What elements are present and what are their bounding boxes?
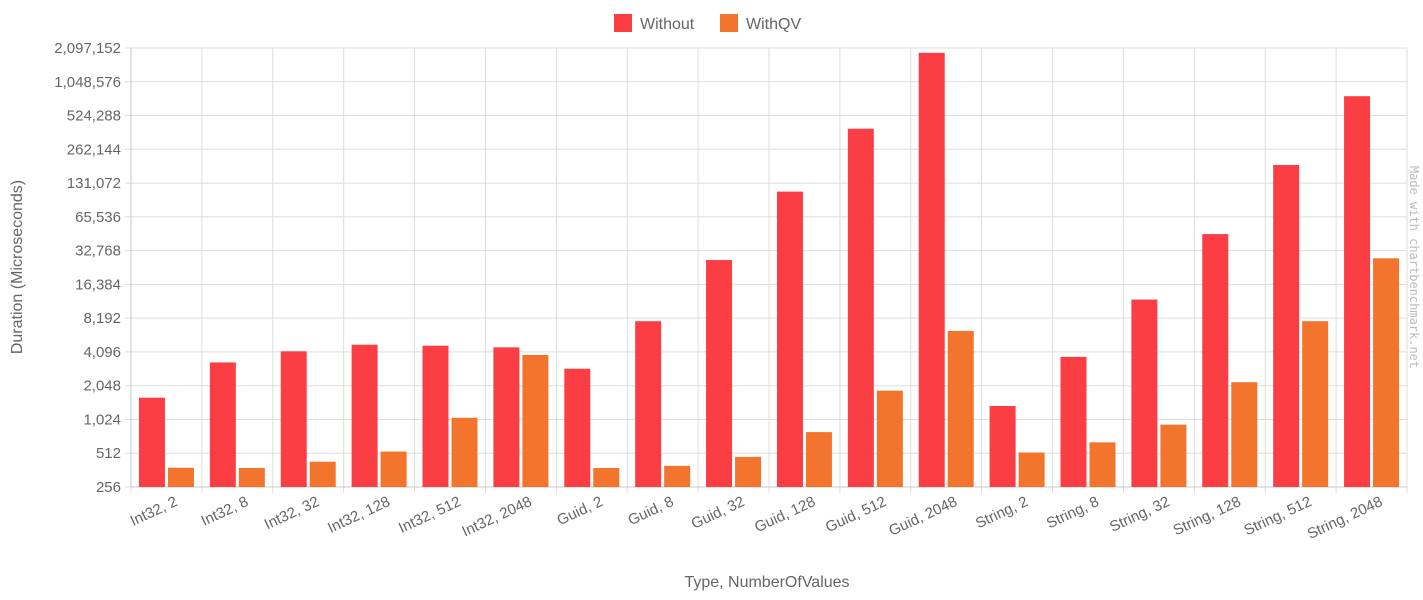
x-tick-label: Int32, 8 xyxy=(198,493,251,530)
x-axis-title: Type, NumberOfValues xyxy=(684,574,849,591)
watermark-text: Made with chartbenchmark.net xyxy=(1407,166,1421,368)
y-tick-label: 524,288 xyxy=(67,108,121,125)
legend-item-without[interactable]: Without xyxy=(614,14,695,33)
x-tick-label: Guid, 32 xyxy=(689,493,748,532)
bar-without xyxy=(635,321,662,487)
x-tick-label: Guid, 2 xyxy=(554,493,605,529)
bar-withqv xyxy=(1089,442,1116,487)
x-tick-label: Guid, 512 xyxy=(823,493,889,536)
bar-without xyxy=(1131,299,1158,487)
bar-without xyxy=(280,351,307,487)
bar-without xyxy=(1060,356,1087,487)
y-axis-title: Duration (Microseconds) xyxy=(9,180,26,354)
bar-withqv xyxy=(167,467,194,487)
y-tick-label: 1,024 xyxy=(83,411,121,428)
legend-label: WithQV xyxy=(746,16,801,33)
bar-without xyxy=(776,191,803,488)
bar-withqv xyxy=(947,330,974,487)
legend[interactable]: Without WithQV xyxy=(614,14,801,33)
y-tick-label: 32,768 xyxy=(75,243,121,260)
bar-withqv xyxy=(522,354,549,487)
bars xyxy=(138,52,1400,488)
bar-without xyxy=(422,345,449,487)
bar-withqv xyxy=(664,465,691,487)
bar-withqv xyxy=(876,390,903,487)
legend-label: Without xyxy=(640,16,695,33)
legend-swatch xyxy=(614,14,632,32)
x-tick-label: String, 2 xyxy=(973,493,1031,532)
x-tick-label: Guid, 8 xyxy=(625,493,676,529)
bar-withqv xyxy=(451,417,478,487)
y-axis-tick-labels: 256 512 1,024 2,048 4,096 8,192 16,384 32,768 65… xyxy=(54,40,121,496)
bar-withqv xyxy=(238,468,265,487)
x-tick-label: Int32, 32 xyxy=(262,493,322,533)
legend-item-withqv[interactable]: WithQV xyxy=(720,14,801,33)
bar-without xyxy=(989,405,1016,487)
x-tick-label: String, 8 xyxy=(1044,493,1102,532)
x-tick-label: String, 32 xyxy=(1107,493,1172,536)
bar-withqv xyxy=(1160,424,1187,487)
bar-without xyxy=(847,128,874,488)
bar-without xyxy=(918,52,945,488)
y-tick-label: 2,048 xyxy=(83,378,121,395)
bar-without xyxy=(209,362,236,487)
x-tick-label: Guid, 128 xyxy=(752,493,818,536)
y-tick-label: 512 xyxy=(96,445,121,462)
bar-without xyxy=(1202,234,1229,487)
y-tick-label: 262,144 xyxy=(67,141,121,158)
y-tick-label: 2,097,152 xyxy=(54,40,121,57)
bar-without xyxy=(1344,96,1371,488)
y-tick-label: 65,536 xyxy=(75,209,121,226)
x-tick-label: Int32, 512 xyxy=(396,493,464,537)
x-tick-label: String, 128 xyxy=(1171,493,1244,539)
y-tick-label: 1,048,576 xyxy=(54,74,121,91)
y-tick-label: 4,096 xyxy=(83,344,121,361)
x-tick-label: Guid, 2048 xyxy=(886,493,960,539)
bar-withqv xyxy=(805,432,832,487)
bar-withqv xyxy=(1018,452,1045,487)
y-tick-label: 16,384 xyxy=(75,276,121,293)
x-tick-label: Int32, 128 xyxy=(325,493,393,537)
y-tick-label: 8,192 xyxy=(83,310,121,327)
bar-withqv xyxy=(1231,382,1258,487)
bar-withqv xyxy=(593,468,620,487)
bar-without xyxy=(138,397,165,487)
x-tick-label: Int32, 2 xyxy=(128,493,181,530)
legend-swatch xyxy=(720,14,738,32)
x-axis-tick-labels: Int32, 2 Int32, 8 Int32, 32 Int32, 128 Int32… xyxy=(128,493,1386,543)
bar-without xyxy=(564,368,591,487)
grid-lines xyxy=(125,47,1408,493)
bar-without xyxy=(351,344,378,487)
y-tick-label: 256 xyxy=(96,479,121,496)
bar-withqv xyxy=(1373,258,1400,487)
bar-without xyxy=(493,347,520,487)
bar-withqv xyxy=(1302,321,1329,487)
x-tick-label: String, 2048 xyxy=(1305,493,1385,543)
y-tick-label: 131,072 xyxy=(67,175,121,192)
x-tick-label: Int32, 2048 xyxy=(459,493,534,540)
bar-withqv xyxy=(309,461,336,487)
bar-without xyxy=(1273,164,1300,487)
x-tick-label: String, 512 xyxy=(1241,493,1314,539)
bar-without xyxy=(706,260,733,487)
bar-withqv xyxy=(735,456,762,487)
bar-withqv xyxy=(380,451,407,487)
